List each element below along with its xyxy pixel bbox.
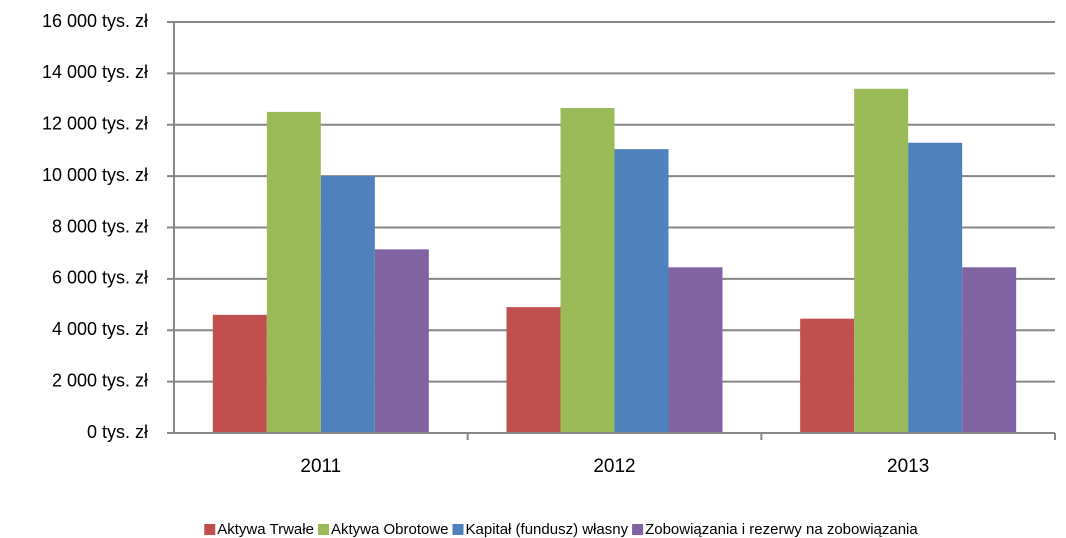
x-tick-label: 2013 (887, 456, 929, 477)
bar (854, 88, 909, 433)
bar (266, 111, 321, 433)
y-tick-label: 6 000 tys. zł (52, 268, 148, 288)
y-tick-label: 4 000 tys. zł (52, 319, 148, 339)
bar (908, 142, 963, 433)
y-tick-label: 14 000 tys. zł (42, 62, 148, 82)
y-tick-label: 8 000 tys. zł (52, 216, 148, 236)
bar (374, 249, 429, 433)
x-tick-label: 2012 (593, 456, 635, 477)
legend-label: Aktywa Trwałe (217, 521, 314, 538)
y-tick-label: 0 tys. zł (87, 422, 148, 442)
legend-label: Zobowiązania i rezerwy na zobowiązania (645, 521, 918, 538)
y-tick-label: 10 000 tys. zł (42, 165, 148, 185)
x-tick-label: 2011 (300, 456, 341, 477)
bar (320, 176, 375, 433)
y-tick-label: 2 000 tys. zł (52, 370, 148, 390)
bar (962, 267, 1017, 433)
legend-label: Aktywa Obrotowe (331, 521, 449, 538)
y-tick-label: 12 000 tys. zł (42, 114, 148, 134)
bar (560, 108, 615, 433)
bar (668, 267, 723, 433)
legend-swatch (452, 524, 464, 535)
bar (212, 314, 267, 433)
legend-swatch (317, 524, 329, 535)
bar (506, 307, 561, 433)
legend-swatch (204, 524, 216, 535)
bar (800, 318, 855, 433)
y-tick-label: 16 000 tys. zł (42, 11, 148, 31)
legend-label: Kapitał (fundusz) własny (466, 521, 629, 538)
bar (614, 149, 669, 433)
legend-swatch (632, 524, 644, 535)
